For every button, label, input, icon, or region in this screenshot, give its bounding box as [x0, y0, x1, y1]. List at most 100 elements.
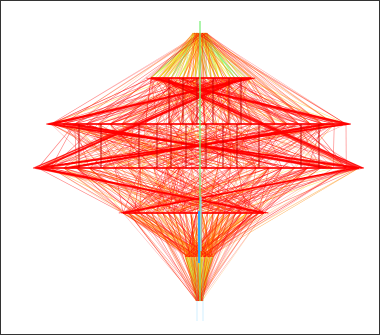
- graph-edge: [202, 167, 347, 258]
- graph-edge: [190, 212, 197, 302]
- graph-edge: [134, 212, 188, 258]
- graph-edge: [196, 212, 259, 302]
- graph-edge: [173, 212, 198, 302]
- graph-edge: [122, 212, 189, 258]
- graph-edge: [190, 212, 265, 258]
- graph-edge: [102, 167, 186, 214]
- graph-edge: [50, 123, 270, 169]
- graph-edge: [208, 167, 360, 258]
- graph-edge: [206, 32, 232, 79]
- graph-edge: [76, 167, 186, 214]
- graph-edge: [162, 212, 203, 302]
- graph-edge: [192, 123, 257, 169]
- graph-edge: [197, 32, 335, 125]
- graph-edge: [202, 32, 236, 79]
- graph-edge: [204, 77, 248, 125]
- graph-edge: [166, 167, 225, 214]
- graph-edge: [122, 167, 283, 214]
- graph-edge: [167, 212, 203, 258]
- graph-edge: [209, 212, 253, 258]
- graph-edge: [242, 77, 276, 125]
- graph-edge: [37, 167, 124, 214]
- graph-edge: [199, 32, 244, 79]
- graph-edge: [199, 32, 347, 125]
- graph-edge: [193, 167, 347, 258]
- graph-edge: [201, 212, 210, 258]
- graph-edge: [114, 123, 347, 169]
- graph-edge: [158, 32, 198, 79]
- graph-edge: [203, 32, 335, 125]
- graph-edge: [140, 167, 191, 214]
- graph-edge: [197, 167, 347, 258]
- graph-edge: [205, 32, 323, 125]
- graph-edge: [122, 212, 199, 302]
- graph-edge: [197, 212, 225, 258]
- graph-edge: [156, 212, 197, 258]
- graph-edge: [162, 77, 182, 125]
- graph-edge: [190, 32, 207, 79]
- graph-edge: [205, 32, 323, 125]
- graph-edge: [206, 212, 225, 258]
- graph-edge: [150, 212, 203, 302]
- graph-edge: [150, 212, 198, 302]
- graph-edge: [258, 167, 270, 214]
- graph-edge: [162, 212, 192, 258]
- graph-edge: [145, 212, 192, 258]
- graph-edge: [209, 212, 242, 258]
- graph-edge: [182, 32, 197, 79]
- graph-edge: [150, 212, 200, 302]
- graph-edge: [201, 32, 311, 125]
- graph-edge: [199, 32, 347, 125]
- graph-edge: [200, 212, 237, 302]
- graph-edge: [150, 32, 194, 79]
- graph-edge: [201, 32, 323, 125]
- graph-edge: [198, 212, 259, 302]
- graph-edge: [199, 32, 216, 79]
- graph-edge: [206, 32, 323, 125]
- graph-edge: [204, 32, 347, 125]
- graph-edge: [184, 212, 198, 302]
- graph-edge: [74, 77, 172, 125]
- graph-edge: [200, 212, 208, 302]
- graph-edge: [200, 212, 220, 302]
- graph-edge: [190, 212, 198, 302]
- graph-edge: [200, 212, 220, 258]
- graph-edge: [196, 32, 347, 125]
- graph-edge: [204, 32, 311, 125]
- graph-edge: [50, 77, 172, 125]
- graph-edge: [170, 32, 199, 79]
- graph-edge: [211, 212, 259, 258]
- graph-edge: [50, 32, 201, 125]
- graph-edge: [162, 167, 334, 214]
- graph-edge: [173, 167, 180, 214]
- graph-edge: [206, 32, 311, 125]
- graph-edge: [122, 167, 141, 214]
- graph-edge: [128, 212, 203, 302]
- graph-edge: [196, 32, 323, 125]
- graph-edge: [235, 167, 347, 214]
- graph-edge: [128, 212, 199, 302]
- graph-edge: [203, 32, 224, 79]
- graph-edge: [199, 167, 360, 258]
- graph-edge: [203, 32, 252, 79]
- graph-edge: [199, 212, 208, 302]
- edge-layer-strong: [32, 77, 365, 214]
- graph-edge: [50, 123, 205, 169]
- graph-edge: [162, 212, 202, 302]
- graph-edge: [127, 123, 134, 169]
- graph-edge: [50, 32, 204, 125]
- graph-edge: [199, 212, 220, 302]
- graph-edge: [196, 212, 242, 302]
- graph-edge: [145, 212, 198, 302]
- graph-edge: [196, 32, 236, 79]
- graph-edge: [258, 167, 360, 214]
- graph-edge: [162, 212, 204, 302]
- graph-edge: [128, 212, 197, 302]
- graph-edge: [201, 167, 360, 258]
- graph-edge: [258, 167, 321, 214]
- graph-edge: [154, 77, 182, 125]
- graph-edge: [199, 212, 225, 302]
- graph-edge: [198, 212, 253, 302]
- graph-edge: [173, 167, 283, 214]
